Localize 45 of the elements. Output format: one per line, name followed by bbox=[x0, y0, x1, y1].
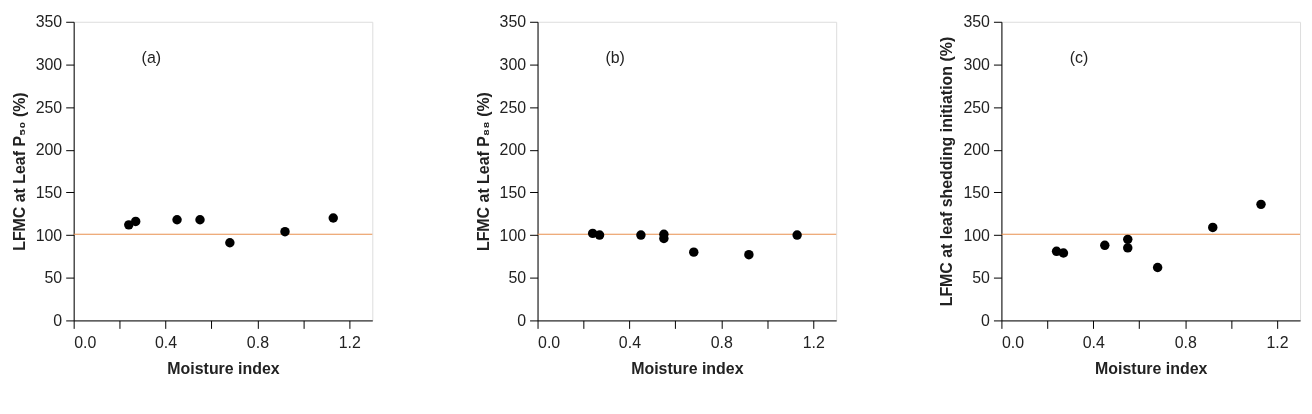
x-axis-title: Moisture index bbox=[631, 359, 744, 377]
y-tick-label: 0 bbox=[53, 311, 63, 329]
y-tick-label: 100 bbox=[963, 226, 991, 244]
y-tick-label: 200 bbox=[963, 141, 991, 159]
x-tick-label: 1.2 bbox=[802, 333, 825, 351]
y-tick-label: 0 bbox=[981, 311, 991, 329]
y-tick-label: 150 bbox=[499, 183, 527, 201]
y-tick-label: 250 bbox=[499, 98, 527, 116]
y-tick-label: 50 bbox=[972, 269, 991, 287]
y-tick-label: 350 bbox=[499, 13, 527, 31]
y-tick-label: 250 bbox=[963, 98, 991, 116]
y-tick-label: 300 bbox=[35, 55, 63, 73]
x-tick-label: 0.8 bbox=[1174, 333, 1197, 351]
y-tick-label: 300 bbox=[963, 55, 991, 73]
x-tick-label: 0.0 bbox=[74, 333, 97, 351]
annotation: (a) bbox=[141, 48, 162, 66]
x-tick-label: 1.2 bbox=[1266, 333, 1289, 351]
y-axis-title: LFMC at Leaf P₅₀ (%) bbox=[10, 92, 28, 251]
y-tick-label: 100 bbox=[499, 226, 527, 244]
y-tick-label: 350 bbox=[35, 13, 63, 31]
annotation: (c) bbox=[1069, 48, 1089, 66]
y-tick-label: 50 bbox=[44, 269, 63, 287]
x-tick-label: 1.2 bbox=[338, 333, 362, 351]
y-tick-label: 350 bbox=[963, 13, 991, 31]
x-tick-label: 0.4 bbox=[618, 333, 642, 351]
y-tick-label: 300 bbox=[499, 55, 527, 73]
y-axis-title: LFMC at leaf shedding initiation (%) bbox=[938, 36, 956, 307]
x-tick-label: 0.0 bbox=[538, 333, 561, 351]
y-tick-label: 150 bbox=[35, 183, 63, 201]
x-tick-label: 0.0 bbox=[1001, 333, 1025, 351]
x-tick-label: 0.4 bbox=[1082, 333, 1106, 351]
x-tick-label: 0.4 bbox=[154, 333, 178, 351]
y-tick-label: 150 bbox=[963, 183, 991, 201]
y-tick-label: 250 bbox=[35, 98, 63, 116]
y-tick-label: 50 bbox=[508, 269, 527, 287]
x-axis-title: Moisture index bbox=[1095, 359, 1208, 377]
annotation: (b) bbox=[605, 48, 625, 66]
y-tick-label: 100 bbox=[35, 226, 63, 244]
x-tick-label: 0.8 bbox=[246, 333, 270, 351]
x-tick-label: 0.8 bbox=[710, 333, 734, 351]
y-axis-title: LFMC at Leaf P₈₈ (%) bbox=[474, 92, 492, 252]
y-tick-label: 200 bbox=[499, 141, 527, 159]
y-tick-label: 0 bbox=[517, 311, 527, 329]
y-tick-label: 200 bbox=[35, 141, 63, 159]
x-axis-title: Moisture index bbox=[167, 359, 280, 377]
